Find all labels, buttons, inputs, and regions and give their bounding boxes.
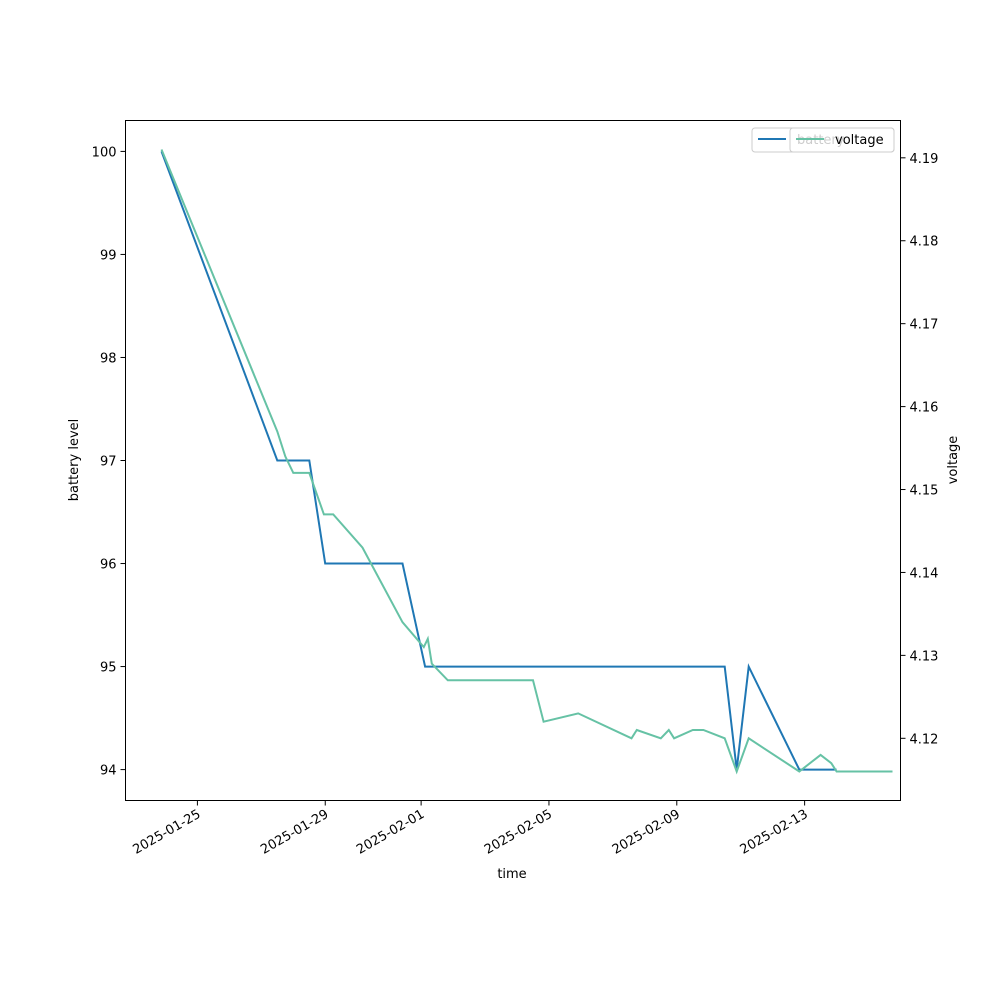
right-y-tick-label: 4.14 — [910, 566, 939, 581]
left-y-tick-label: 94 — [100, 764, 117, 779]
series-line-voltage — [160, 149, 893, 775]
left-y-axis-label: battery level — [67, 419, 82, 502]
x-axis-label: time — [497, 867, 526, 882]
x-tick-label: 2025-02-05 — [482, 807, 555, 858]
left-y-tick-label: 96 — [100, 558, 117, 573]
x-tick-label: 2025-02-13 — [738, 807, 811, 858]
right-y-tick-label: 4.13 — [910, 649, 939, 664]
legend-voltage-label: voltage — [835, 133, 884, 148]
right-y-tick-label: 4.19 — [910, 152, 939, 167]
right-y-tick-label: 4.18 — [910, 235, 939, 250]
left-y-tick-label: 97 — [100, 455, 117, 470]
left-y-tick-label: 100 — [92, 145, 117, 160]
series-line-battery — [160, 151, 837, 771]
legend-voltage-box — [789, 127, 895, 153]
right-y-tick-label: 4.16 — [910, 401, 939, 416]
left-y-tick-label: 98 — [100, 351, 117, 366]
right-y-tick-label: 4.12 — [910, 732, 939, 747]
right-y-tick-label: 4.17 — [910, 318, 939, 333]
x-tick-label: 2025-01-25 — [130, 807, 203, 858]
right-y-axis-label: voltage — [946, 436, 961, 485]
left-y-tick-label: 99 — [100, 248, 117, 263]
x-tick-label: 2025-01-29 — [258, 807, 331, 858]
left-y-tick-label: 95 — [100, 661, 117, 676]
right-y-tick-label: 4.15 — [910, 484, 939, 499]
plot-frame — [125, 120, 901, 801]
legend-voltage: voltage — [789, 127, 895, 153]
x-tick-label: 2025-02-09 — [610, 807, 683, 858]
x-tick-label: 2025-02-01 — [354, 807, 427, 858]
